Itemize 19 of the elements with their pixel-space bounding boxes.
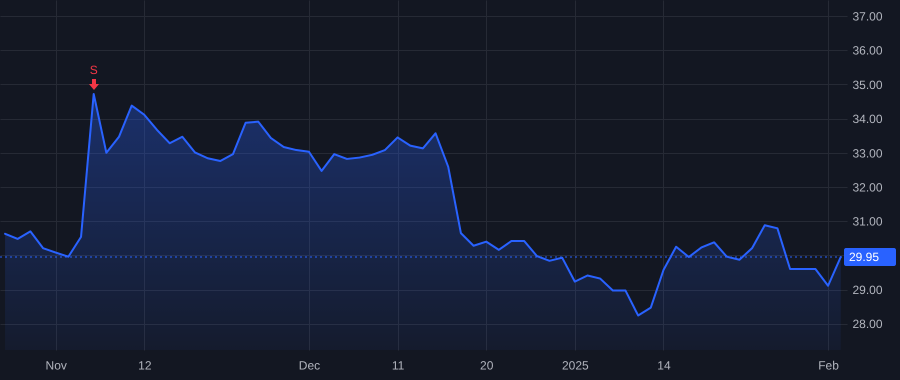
x-tick-label: 12 [138,358,152,372]
y-tick-label: 32.00 [852,180,883,194]
annotation: S [90,62,98,77]
x-tick-label: 11 [392,358,405,372]
y-tick-label: 29.00 [852,283,883,297]
ref-line-label: 29.95 [849,250,880,264]
y-tick-label: 36.00 [852,44,883,58]
x-tick-label: Feb [818,358,840,372]
y-tick-label: 35.00 [852,78,883,92]
x-tick-label: 14 [657,358,671,372]
y-tick-label: 34.00 [852,112,883,126]
y-tick-label: 33.00 [852,146,883,160]
x-tick-label: 2025 [562,358,590,372]
x-tick-label: 20 [480,358,494,372]
x-tick-label: Nov [46,358,67,372]
x-tick-label: Dec [298,358,320,372]
y-tick-label: 37.00 [852,10,883,24]
y-tick-label: 31.00 [852,214,883,229]
y-tick-label: 28.00 [852,317,883,332]
